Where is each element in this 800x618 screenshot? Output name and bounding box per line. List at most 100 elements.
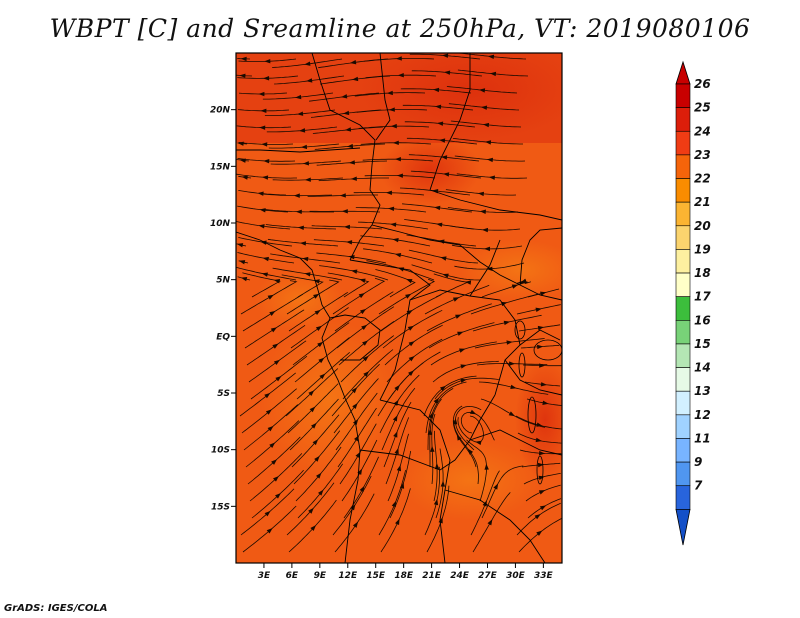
streamline-arrow — [484, 246, 491, 252]
streamline-arrow — [390, 222, 397, 227]
streamline-arrow — [539, 363, 546, 368]
streamline-arrow — [361, 324, 368, 331]
colorbar-swatch — [675, 438, 691, 463]
streamline-arrow — [440, 480, 446, 487]
streamline-arrow — [437, 121, 444, 126]
streamline-arrow — [537, 462, 545, 468]
colorbar-label: 15 — [694, 337, 711, 351]
streamline-arrow — [299, 241, 307, 246]
streamline-arrow — [269, 442, 276, 449]
colorbar-label: 24 — [694, 124, 711, 138]
streamline-arrow — [299, 128, 306, 133]
lon-tick-label: 27E — [478, 571, 498, 581]
streamline-arrow — [271, 459, 278, 465]
lon-tick-label: 3E — [258, 571, 271, 581]
streamline-arrow — [346, 143, 354, 149]
wbpt-patch — [515, 360, 562, 480]
streamline-arrow — [460, 378, 467, 383]
streamline-arrow — [317, 489, 324, 496]
chart-title: WBPT [C] and Sreamline at 250hPa, VT: 20… — [49, 14, 751, 43]
streamline-arrow — [263, 76, 270, 81]
streamline-arrow — [265, 409, 272, 415]
streamline-arrow — [391, 500, 397, 508]
colorbar-label: 23 — [694, 148, 711, 162]
streamline-arrow — [261, 142, 268, 147]
lat-tick-label: EQ — [216, 332, 230, 342]
colorbar-swatch — [675, 154, 691, 179]
streamline-arrow — [397, 73, 404, 78]
latitude-axis: 20N 15N 10N 5N EQ 5S 10S 15S — [210, 106, 236, 512]
streamline-arrow — [352, 76, 359, 82]
streamline-arrow — [540, 382, 547, 387]
streamline-arrow — [315, 325, 323, 332]
streamline-arrow — [341, 209, 348, 214]
lakes — [514, 320, 562, 485]
streamline-arrow — [259, 208, 266, 213]
wbpt-patch — [400, 440, 540, 520]
streamline-arrow — [479, 209, 486, 214]
streamline-arrow — [240, 277, 248, 282]
streamline-arrow — [341, 94, 348, 99]
streamline-arrow — [308, 390, 315, 396]
lat-tick-label: 15S — [211, 502, 230, 512]
streamline-arrow — [536, 422, 543, 427]
colorbar-swatch — [675, 178, 691, 203]
streamline-arrow — [396, 464, 402, 472]
streamline-arrow — [487, 519, 493, 526]
lat-tick-label: 5S — [217, 389, 230, 399]
streamline-arrow — [537, 325, 545, 331]
streamline-arrow — [275, 375, 282, 382]
streamline-arrow — [427, 428, 433, 435]
streamline-arrow — [302, 161, 310, 166]
streamline-arrow — [388, 206, 395, 211]
streamline-arrow — [433, 397, 440, 404]
streamline-arrow — [273, 475, 279, 482]
streamline-arrow — [393, 431, 398, 438]
streamline-arrow — [439, 138, 446, 143]
colorbar-swatch — [675, 343, 691, 368]
streamline-arrow — [264, 59, 271, 64]
streamline-arrow — [239, 73, 246, 78]
streamline-arrow — [406, 279, 413, 284]
streamline-arrow — [392, 140, 399, 145]
streamline-arrow — [538, 475, 545, 481]
streamline-arrow — [359, 278, 366, 283]
streamline-arrow — [428, 412, 433, 419]
streamline-arrow — [394, 384, 400, 391]
streamline-arrow — [273, 359, 281, 366]
colorbar-label: 11 — [694, 431, 711, 445]
colorbar: 26 25 24 23 22 21 20 19 18 17 16 15 14 13 12 11 9 7 — [675, 60, 711, 546]
streamline-arrow — [359, 308, 367, 315]
streamline-arrow — [346, 240, 353, 245]
streamline-arrow — [452, 297, 460, 302]
streamline-arrow — [261, 272, 268, 277]
streamline-arrow — [430, 445, 435, 452]
streamline-arrow — [439, 385, 447, 392]
streamline-arrow — [262, 175, 269, 180]
streamline-arrow — [534, 513, 541, 520]
streamline-arrow — [433, 498, 439, 506]
streamline-arrow — [394, 157, 401, 162]
streamline-arrow — [540, 291, 547, 296]
streamline-arrow — [241, 175, 248, 180]
wbpt-patch — [255, 270, 345, 330]
streamline-arrow — [318, 357, 325, 364]
streamline-arrow — [293, 193, 300, 198]
colorbar-swatch — [675, 367, 691, 392]
colorbar-label: 16 — [694, 313, 711, 327]
colorbar-label: 19 — [694, 242, 711, 256]
streamline-arrow — [238, 260, 246, 265]
streamline-arrow — [434, 205, 441, 211]
streamline-arrow — [315, 472, 322, 479]
colorbar-swatch — [675, 485, 691, 510]
colorbar-label: 9 — [694, 455, 702, 469]
streamline-arrow — [312, 439, 319, 446]
colorbar-swatch — [675, 390, 691, 416]
streamline-arrow — [317, 341, 324, 348]
lon-tick-label: 24E — [450, 571, 470, 581]
streamline-arrow — [433, 87, 440, 93]
streamline-arrow — [309, 406, 316, 413]
colorbar-swatch — [675, 414, 691, 439]
streamline-arrow — [339, 193, 346, 198]
streamline-arrow — [390, 123, 397, 129]
